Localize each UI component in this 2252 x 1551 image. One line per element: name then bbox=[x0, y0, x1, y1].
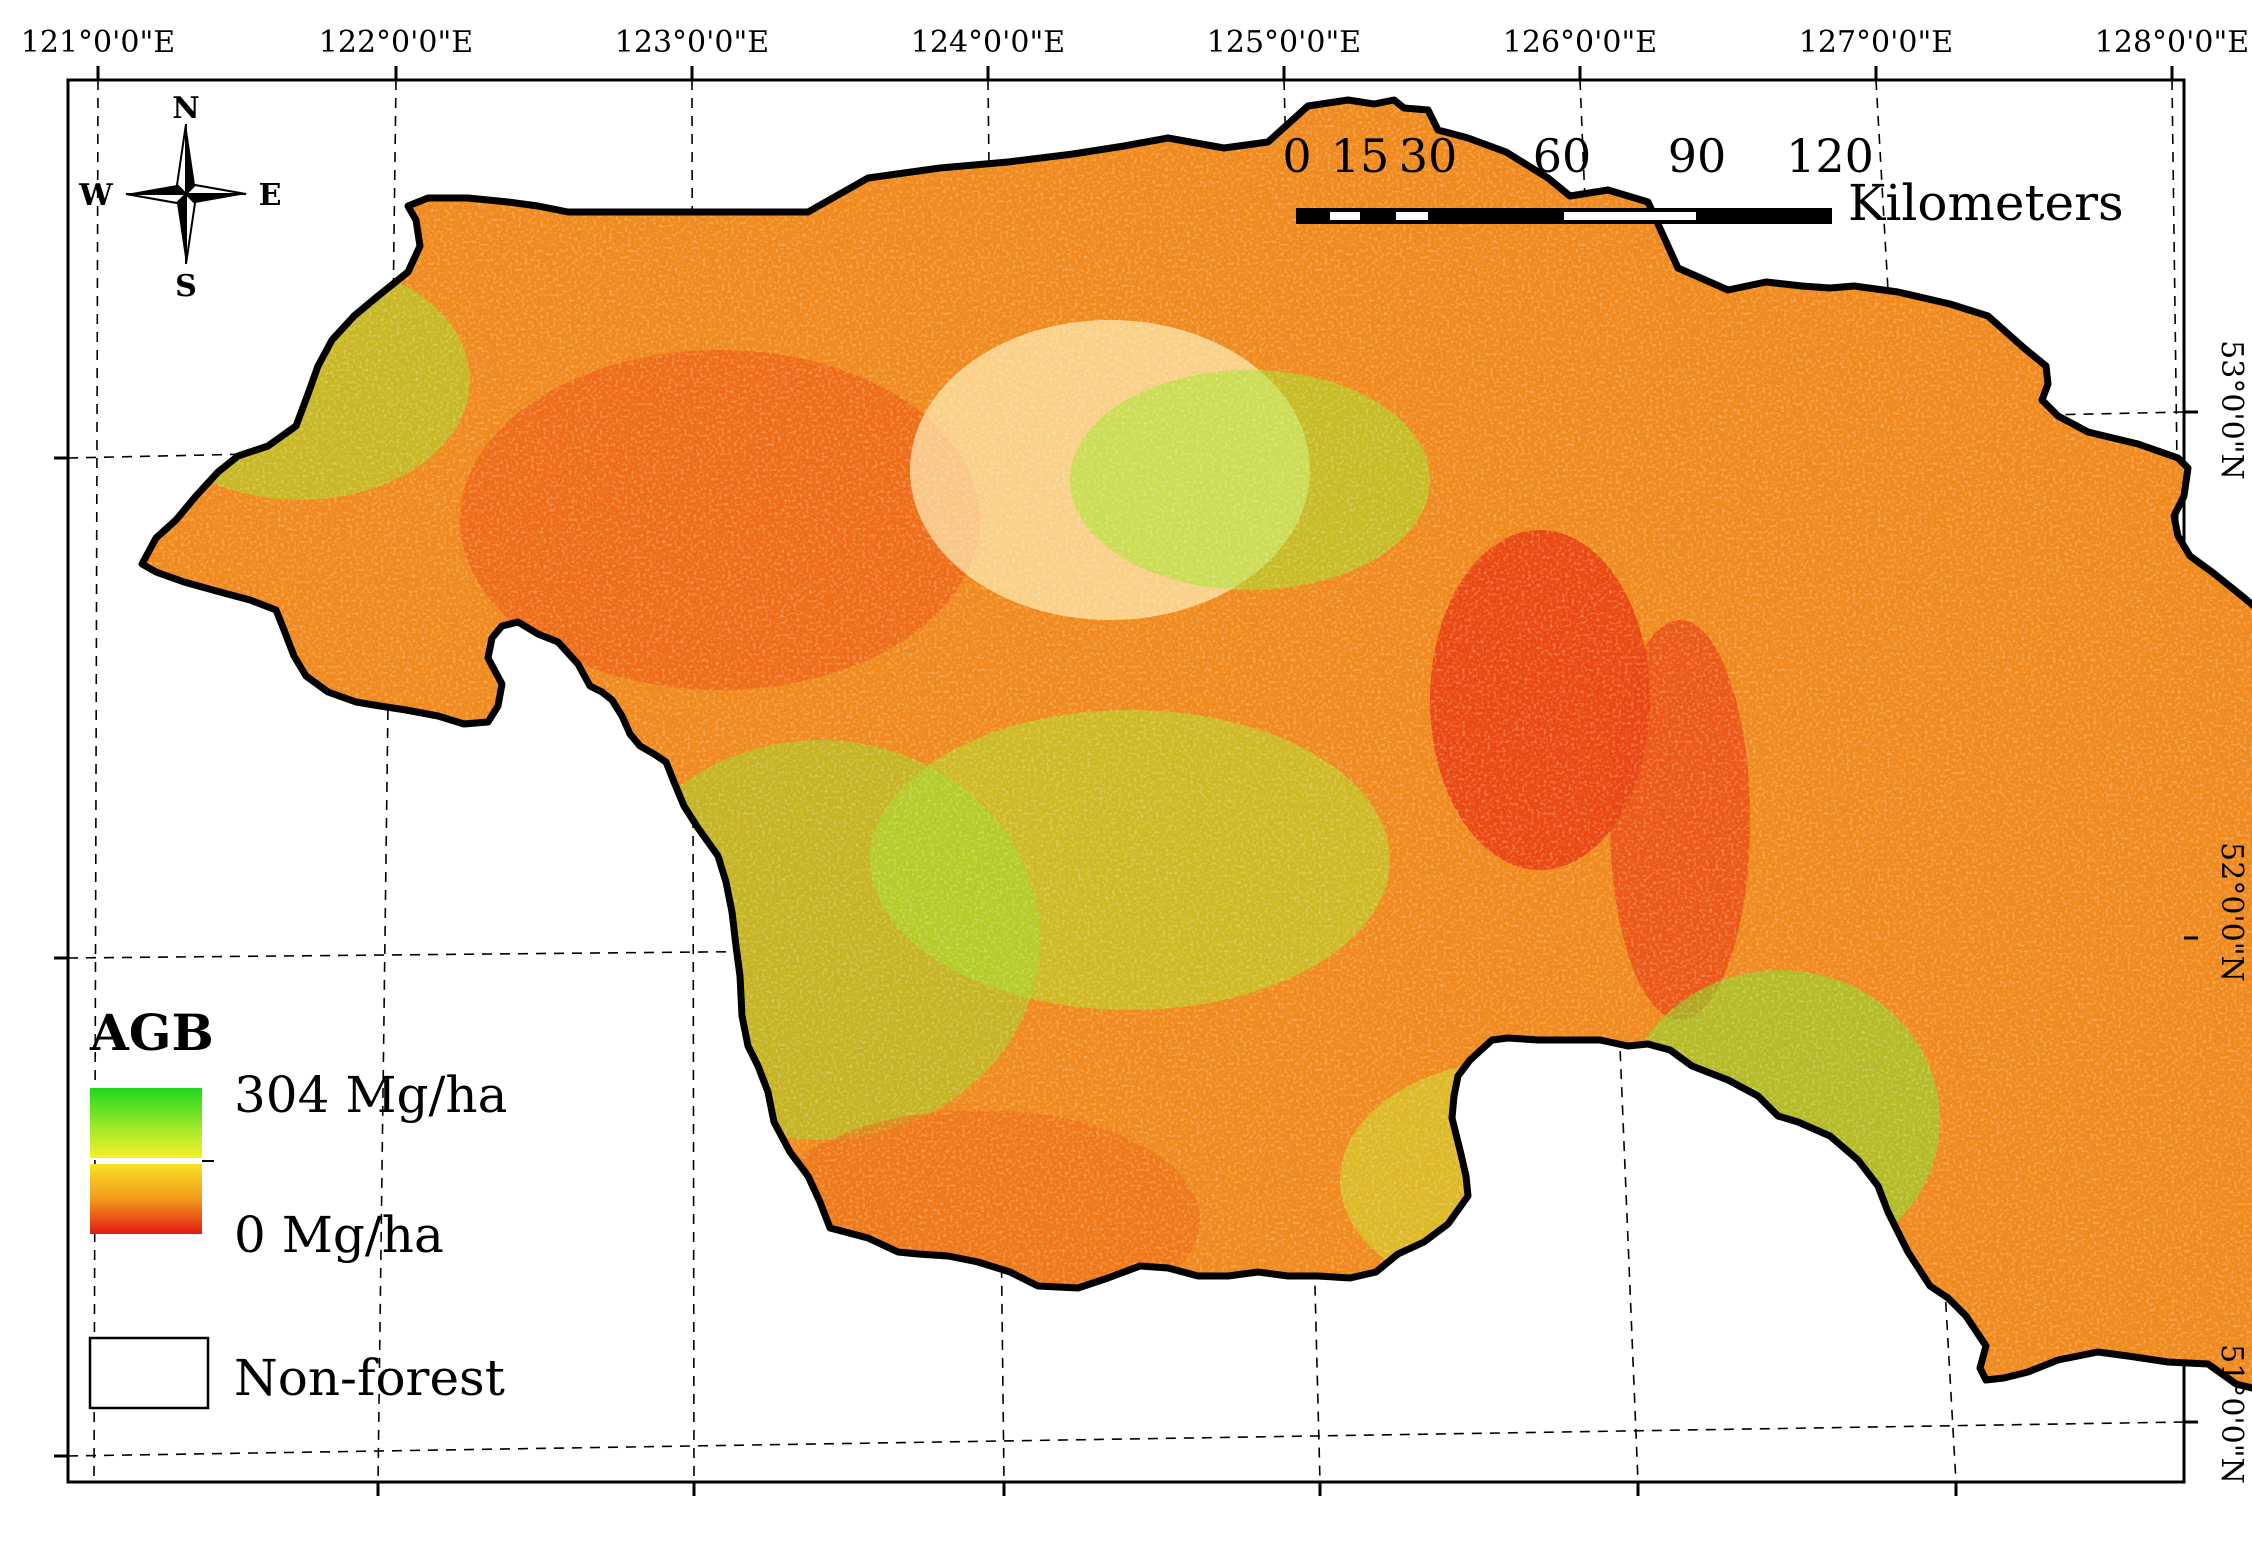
scale-bar: 0 15 30 60 90 120 Kilometers bbox=[1282, 129, 2123, 232]
lon-label: 122°0'0"E bbox=[319, 25, 473, 60]
north-arrow: N S E W bbox=[78, 91, 281, 304]
lat-label: 51°0'0"N bbox=[2214, 1344, 2249, 1484]
west-label: W bbox=[78, 178, 114, 213]
compass-rose-icon bbox=[125, 123, 247, 265]
frame-ticks bbox=[54, 66, 2198, 1496]
legend: AGB 304 Mg/ha 0 Mg/ha Non-forest bbox=[88, 1003, 507, 1410]
scale-unit: Kilometers bbox=[1848, 174, 2124, 232]
south-label: S bbox=[175, 269, 197, 304]
scale-tick: 0 bbox=[1282, 129, 1311, 183]
meridian-line bbox=[2171, 79, 2185, 1001]
east-label: E bbox=[259, 178, 282, 213]
lon-label: 127°0'0"E bbox=[1799, 25, 1953, 60]
lon-label: 125°0'0"E bbox=[1207, 25, 1361, 60]
lat-label: 52°0'0"N bbox=[2214, 842, 2249, 982]
lon-label: 124°0'0"E bbox=[911, 25, 1065, 60]
lon-label: 128°0'0"E bbox=[2095, 25, 2249, 60]
north-label: N bbox=[172, 91, 199, 126]
scale-bar-segment bbox=[1396, 212, 1428, 220]
scale-bar-segment bbox=[1564, 212, 1696, 220]
legend-title: AGB bbox=[89, 1003, 214, 1062]
legend-gradient-high bbox=[90, 1088, 202, 1158]
legend-max-label: 304 Mg/ha bbox=[234, 1066, 507, 1124]
latitude-labels: 53°0'0"N 52°0'0"N 51°0'0"N bbox=[2214, 340, 2249, 1484]
longitude-labels: 121°0'0"E 122°0'0"E 123°0'0"E 124°0'0"E … bbox=[21, 25, 2249, 60]
lon-label: 126°0'0"E bbox=[1503, 25, 1657, 60]
scale-tick: 15 bbox=[1331, 129, 1390, 183]
scale-tick: 30 bbox=[1399, 129, 1458, 183]
legend-min-label: 0 Mg/ha bbox=[234, 1206, 444, 1264]
region-boundary bbox=[138, 96, 2252, 1392]
legend-nonforest-swatch bbox=[88, 1336, 210, 1410]
lon-label: 121°0'0"E bbox=[21, 25, 175, 60]
lat-label: 53°0'0"N bbox=[2214, 340, 2249, 480]
scale-tick: 90 bbox=[1668, 129, 1727, 183]
legend-gradient-low bbox=[90, 1164, 202, 1234]
scale-bar-segment bbox=[1330, 212, 1360, 220]
scale-tick: 60 bbox=[1533, 129, 1592, 183]
scale-tick: 120 bbox=[1786, 129, 1874, 183]
legend-nonforest-label: Non-forest bbox=[234, 1349, 505, 1407]
lon-label: 123°0'0"E bbox=[615, 25, 769, 60]
